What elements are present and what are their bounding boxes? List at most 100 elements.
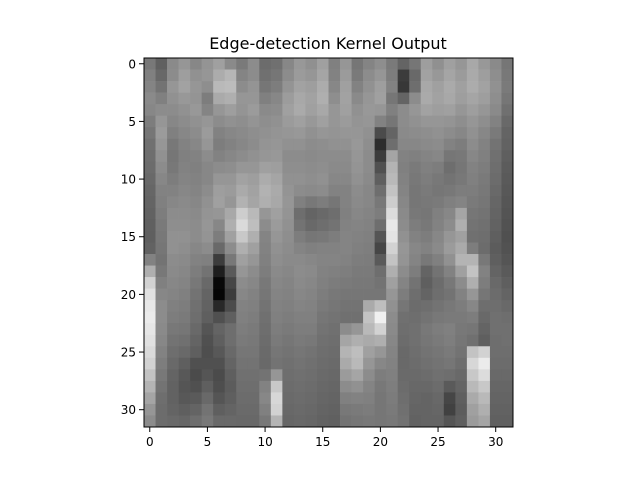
heatmap-cell-r29-c0 (144, 392, 156, 405)
heatmap-cell-r0-c10 (259, 58, 272, 70)
heatmap-cell-r25-c8 (236, 346, 249, 359)
heatmap-cell-r4-c29 (478, 104, 491, 117)
heatmap-cell-r11-c26 (443, 184, 456, 197)
heatmap-cell-r17-c25 (432, 254, 445, 266)
heatmap-cell-r8-c4 (190, 150, 203, 163)
heatmap-cell-r19-c15 (316, 277, 329, 289)
heatmap-cell-r27-c20 (374, 369, 387, 382)
heatmap-cell-r11-c29 (478, 184, 491, 197)
heatmap-cell-r26-c16 (328, 357, 341, 370)
heatmap-cell-r2-c31 (501, 81, 514, 93)
heatmap-cell-r9-c11 (270, 161, 283, 174)
heatmap-cell-r1-c12 (282, 69, 295, 82)
heatmap-cell-r3-c20 (374, 92, 387, 105)
heatmap-cell-r9-c18 (351, 161, 364, 174)
heatmap-cell-r31-c3 (178, 415, 191, 428)
heatmap-cell-r27-c21 (386, 369, 399, 382)
heatmap-cell-r16-c1 (155, 242, 168, 255)
heatmap-cell-r7-c10 (259, 138, 272, 151)
heatmap-cell-r21-c29 (478, 300, 491, 313)
heatmap-cell-r21-c12 (282, 300, 295, 313)
heatmap-cell-r12-c19 (363, 196, 375, 209)
heatmap-cell-r30-c16 (328, 403, 341, 416)
heatmap-cell-r27-c7 (224, 369, 237, 382)
heatmap-cell-r25-c14 (305, 346, 318, 359)
heatmap-cell-r10-c2 (167, 173, 179, 186)
heatmap-cell-r29-c17 (340, 392, 352, 405)
heatmap-cell-r13-c29 (478, 207, 491, 220)
heatmap-cell-r31-c7 (224, 415, 237, 428)
heatmap-cell-r5-c31 (501, 115, 514, 128)
heatmap-cell-r26-c27 (455, 357, 468, 370)
heatmap-cell-r14-c12 (282, 219, 295, 232)
heatmap-cell-r27-c11 (270, 369, 283, 382)
heatmap-cell-r19-c9 (247, 277, 260, 289)
heatmap-cell-r2-c30 (489, 81, 502, 93)
heatmap-cell-r19-c25 (432, 277, 445, 289)
heatmap-cell-r9-c26 (443, 161, 456, 174)
heatmap-cell-r30-c2 (167, 403, 179, 416)
heatmap-cell-r20-c18 (351, 288, 364, 301)
heatmap-cell-r13-c19 (363, 207, 375, 220)
heatmap-cell-r14-c1 (155, 219, 168, 232)
heatmap-cell-r1-c23 (409, 69, 422, 82)
heatmap-cell-r4-c2 (167, 104, 179, 117)
heatmap-cell-r23-c18 (351, 323, 364, 336)
heatmap-cell-r1-c17 (340, 69, 352, 82)
heatmap-cell-r8-c0 (144, 150, 156, 163)
heatmap-cell-r14-c10 (259, 219, 272, 232)
heatmap-cell-r12-c26 (443, 196, 456, 209)
heatmap-cell-r6-c15 (316, 127, 329, 140)
heatmap-cell-r18-c15 (316, 265, 329, 278)
heatmap-cell-r7-c21 (386, 138, 399, 151)
heatmap-cell-r22-c10 (259, 311, 272, 324)
heatmap-cell-r28-c23 (409, 380, 422, 393)
heatmap-cell-r22-c8 (236, 311, 249, 324)
heatmap-cell-r15-c17 (340, 230, 352, 243)
heatmap-cell-r7-c9 (247, 138, 260, 151)
heatmap-cell-r28-c22 (397, 380, 410, 393)
heatmap-cell-r21-c6 (213, 300, 226, 313)
heatmap-cell-r0-c16 (328, 58, 341, 70)
heatmap-cell-r17-c24 (420, 254, 433, 266)
heatmap-cell-r6-c23 (409, 127, 422, 140)
heatmap-cell-r6-c4 (190, 127, 203, 140)
heatmap-cell-r8-c18 (351, 150, 364, 163)
heatmap-cell-r7-c13 (293, 138, 306, 151)
heatmap-cell-r18-c25 (432, 265, 445, 278)
heatmap-cell-r25-c15 (316, 346, 329, 359)
heatmap-cell-r22-c1 (155, 311, 168, 324)
heatmap-cell-r3-c10 (259, 92, 272, 105)
heatmap-cell-r19-c2 (167, 277, 179, 289)
heatmap-cell-r31-c11 (270, 415, 283, 428)
heatmap-cell-r6-c3 (178, 127, 191, 140)
heatmap-cell-r19-c3 (178, 277, 191, 289)
heatmap-cell-r30-c4 (190, 403, 203, 416)
heatmap-cell-r1-c10 (259, 69, 272, 82)
heatmap-cell-r31-c16 (328, 415, 341, 428)
heatmap-cell-r3-c0 (144, 92, 156, 105)
heatmap-cell-r14-c3 (178, 219, 191, 232)
heatmap-cell-r4-c25 (432, 104, 445, 117)
heatmap-cell-r11-c22 (397, 184, 410, 197)
heatmap-cell-r22-c2 (167, 311, 179, 324)
heatmap-cell-r30-c14 (305, 403, 318, 416)
heatmap-cell-r20-c24 (420, 288, 433, 301)
heatmap-cell-r21-c10 (259, 300, 272, 313)
heatmap-cell-r14-c8 (236, 219, 249, 232)
heatmap-cell-r9-c24 (420, 161, 433, 174)
heatmap-cell-r4-c9 (247, 104, 260, 117)
heatmap-cell-r26-c5 (201, 357, 214, 370)
heatmap-cell-r7-c30 (489, 138, 502, 151)
heatmap-cell-r30-c26 (443, 403, 456, 416)
heatmap-cell-r29-c19 (363, 392, 375, 405)
heatmap-cell-r23-c4 (190, 323, 203, 336)
heatmap-cell-r22-c15 (316, 311, 329, 324)
heatmap-cell-r20-c16 (328, 288, 341, 301)
heatmap-cell-r20-c13 (293, 288, 306, 301)
heatmap-cell-r30-c5 (201, 403, 214, 416)
heatmap-cell-r0-c22 (397, 58, 410, 70)
heatmap-cell-r0-c25 (432, 58, 445, 70)
heatmap-cell-r30-c31 (501, 403, 514, 416)
heatmap-cell-r8-c24 (420, 150, 433, 163)
